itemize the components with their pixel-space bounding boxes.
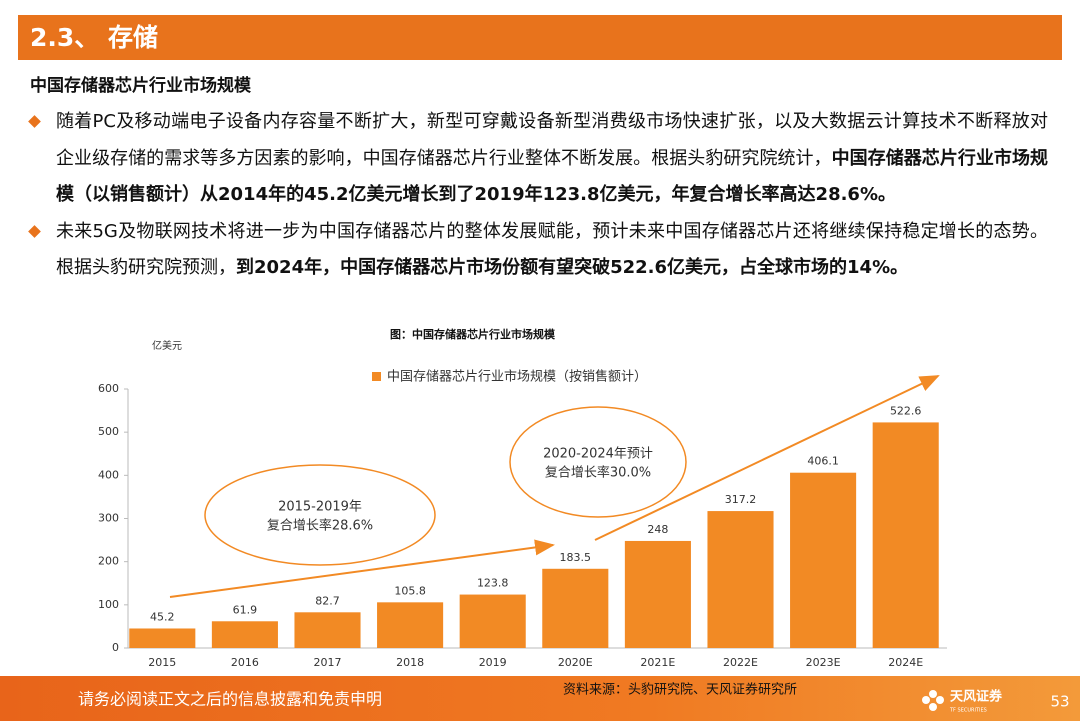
bullet-text: 中国存储器芯片行业市场规模（以销售额计）从2014年的45.2亿美元增长到了20… [56, 147, 1049, 206]
value-label: 406.1 [807, 455, 839, 468]
bar [624, 540, 691, 648]
annotation-ellipse [509, 406, 687, 518]
value-label: 45.2 [150, 610, 175, 623]
value-label: 248 [647, 523, 668, 536]
bar [459, 594, 526, 648]
page-number: 53 [1050, 693, 1069, 711]
bar [129, 628, 196, 648]
bullet-text: 随着PC及移动端电子设备内存容量不断扩大，新型可穿戴设备新型消费级市场快速扩张，… [56, 111, 1048, 169]
y-tick-label: 100 [98, 598, 119, 611]
x-tick-label: 2015 [148, 656, 176, 669]
value-label: 123.8 [477, 577, 509, 590]
legend-swatch [372, 372, 381, 381]
footer-disclaimer: 请务必阅读正文之后的信息披露和免责申明 [78, 690, 382, 709]
y-tick-label: 400 [98, 468, 119, 481]
bar [790, 472, 857, 648]
bar [211, 621, 278, 648]
annotation: 复合增长率28.6% [267, 518, 373, 534]
header-title: 2.3、 存储 [30, 23, 158, 52]
y-tick-label: 300 [98, 512, 119, 525]
bar [377, 602, 444, 648]
trend-arrow [594, 375, 940, 541]
y-axis-label: 亿美元 [152, 339, 182, 352]
bar [294, 612, 361, 648]
trend-arrow [169, 539, 555, 598]
value-label: 522.6 [890, 404, 922, 417]
value-label: 105.8 [394, 584, 426, 597]
bullet: 未来5G及物联网技术将进一步为中国存储器芯片的整体发展赋能，预计未来中国存储器芯… [28, 214, 1048, 287]
bullet-text: 到2024年，中国存储器芯片市场份额有望突破522.6亿美元，占全球市场的14%… [236, 257, 909, 278]
legend-label: 中国存储器芯片行业市场规模（按销售额计） [387, 369, 647, 385]
annotation: 2020-2024年预计 [543, 447, 653, 462]
x-tick-label: 2022E [723, 656, 758, 669]
value-label: 82.7 [315, 594, 340, 607]
bullet: 随着PC及移动端电子设备内存容量不断扩大，新型可穿戴设备新型消费级市场快速扩张，… [28, 104, 1048, 214]
bullet-text: 未来5G及物联网技术将进一步为中国存储器芯片的整体发展赋能，预计未来中国存储器芯… [56, 220, 1048, 279]
bar [542, 568, 609, 648]
footer-source: 资料来源：头豹研究院、天风证券研究所 [563, 682, 797, 698]
bar [872, 422, 939, 648]
value-label: 317.2 [725, 493, 757, 506]
bar [707, 511, 774, 648]
chart-title: 图：中国存储器芯片行业市场规模 [390, 327, 556, 341]
header-bar [18, 15, 1062, 60]
x-tick-label: 2019 [479, 656, 507, 669]
footer-logo: 天风证券 [950, 689, 1003, 705]
y-tick-label: 200 [98, 555, 119, 568]
value-label: 61.9 [233, 603, 258, 616]
x-tick-label: 2023E [806, 656, 841, 669]
x-tick-label: 2020E [558, 656, 593, 669]
footer-logo-sub: TF SECURITIES [949, 708, 987, 714]
x-tick-label: 2024E [888, 656, 923, 669]
bullet-list: 随着PC及移动端电子设备内存容量不断扩大，新型可穿戴设备新型消费级市场快速扩张，… [28, 104, 1048, 287]
footer-bar [0, 676, 1080, 721]
y-tick-label: 600 [98, 382, 119, 395]
section-title: 中国存储器芯片行业市场规模 [30, 75, 252, 96]
value-label: 183.5 [560, 551, 592, 564]
x-tick-label: 2017 [314, 656, 342, 669]
x-tick-label: 2016 [231, 656, 259, 669]
x-tick-label: 2018 [396, 656, 424, 669]
x-tick-label: 2021E [640, 656, 675, 669]
annotation: 复合增长率30.0% [545, 465, 651, 481]
annotation-ellipse [204, 464, 436, 566]
y-tick-label: 0 [112, 641, 119, 654]
y-tick-label: 500 [98, 425, 119, 438]
logo-icon [922, 690, 944, 711]
annotation: 2015-2019年 [278, 500, 362, 515]
